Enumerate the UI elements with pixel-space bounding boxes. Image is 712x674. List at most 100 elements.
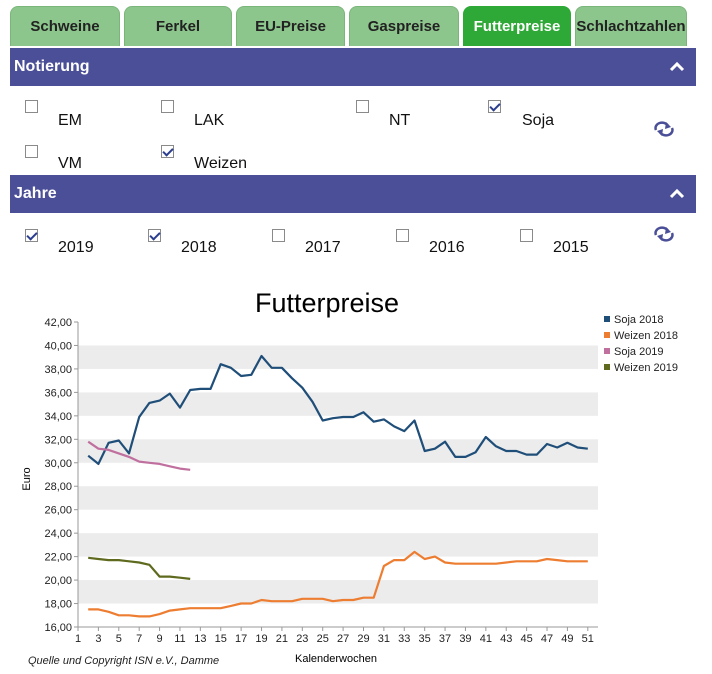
x-tick-label: 33 (398, 633, 410, 645)
tab-ferkel[interactable]: Ferkel (124, 6, 232, 46)
checkbox-2017[interactable] (272, 229, 285, 242)
series-line-weizen-2019 (88, 556, 191, 580)
x-tick-label: 7 (136, 633, 142, 645)
checkbox-2016[interactable] (396, 229, 409, 242)
checkbox-weizen[interactable] (161, 145, 174, 158)
x-axis-ticks: 1 3 5 7 9 11 13 15 17 19 21 23 25 27 29 31 33 35 37 39 41 43 4… (75, 627, 594, 645)
tab-label: Schweine (30, 18, 100, 35)
x-tick-label: 51 (582, 633, 594, 645)
chevron-up-icon[interactable] (668, 58, 686, 76)
grid-band (78, 439, 598, 463)
x-tick-label: 41 (480, 633, 492, 645)
checkbox-2019[interactable] (25, 229, 38, 242)
option-label-vm: VM (58, 155, 82, 172)
y-tick-label: 22,00 (44, 552, 72, 564)
checkbox-2015[interactable] (520, 229, 533, 242)
y-tick-label: 18,00 (44, 599, 72, 611)
grid-band (78, 392, 598, 416)
x-tick-label: 9 (157, 633, 163, 645)
x-tick-label: 45 (521, 633, 533, 645)
y-tick-label: 16,00 (44, 622, 72, 634)
y-axis-ticks: 16,00 18,00 20,00 22,00 24,00 26,00 28,00 30,00… (44, 317, 78, 634)
futterpreise-chart: 16,00 18,00 20,00 22,00 24,00 26,00 28,00 30,00… (21, 288, 678, 665)
y-tick-label: 36,00 (44, 387, 72, 399)
legend-swatch (604, 348, 610, 354)
legend-label: Soja 2019 (614, 346, 664, 358)
y-tick-label: 40,00 (44, 340, 72, 352)
tab-bar: Schweine Ferkel EU-Preise Gaspreise Futt… (0, 0, 712, 46)
option-label-2019: 2019 (58, 239, 94, 256)
option-label-2016: 2016 (429, 239, 465, 256)
x-tick-label: 13 (194, 633, 206, 645)
tab-futterpreise[interactable]: Futterpreise (463, 6, 571, 46)
option-label-2017: 2017 (305, 239, 341, 256)
copyright-note: Quelle und Copyright ISN e.V., Damme (28, 655, 220, 667)
checkbox-vm[interactable] (25, 145, 38, 158)
x-tick-label: 27 (337, 633, 349, 645)
chevron-up-icon[interactable] (668, 185, 686, 203)
legend-label: Soja 2018 (614, 314, 664, 326)
x-tick-label: 43 (500, 633, 512, 645)
x-tick-label: 15 (215, 633, 227, 645)
x-axis-label: Kalenderwochen (295, 653, 377, 665)
checkbox-em[interactable] (25, 100, 38, 113)
x-tick-label: 25 (317, 633, 329, 645)
series-lines (87, 354, 588, 618)
x-tick-label: 1 (75, 633, 81, 645)
grid-bands (78, 345, 598, 604)
y-tick-label: 42,00 (44, 317, 72, 329)
notierung-header[interactable]: Notierung (10, 48, 696, 86)
tab-label: Ferkel (155, 18, 201, 35)
y-tick-label: 34,00 (44, 411, 72, 423)
tab-label: Futterpreise (473, 18, 561, 35)
option-label-nt: NT (389, 112, 411, 129)
grid-band (78, 580, 598, 604)
series-line-soja-2019 (87, 440, 191, 471)
x-tick-label: 39 (459, 633, 471, 645)
option-label-em: EM (58, 112, 82, 129)
option-label-2015: 2015 (553, 239, 589, 256)
tab-eu-preise[interactable]: EU-Preise (236, 6, 345, 46)
legend-label: Weizen 2019 (614, 362, 678, 374)
y-tick-label: 30,00 (44, 458, 72, 470)
tab-gaspreise[interactable]: Gaspreise (349, 6, 459, 46)
y-tick-label: 38,00 (44, 364, 72, 376)
checkbox-soja[interactable] (488, 100, 501, 113)
refresh-icon[interactable] (654, 121, 674, 137)
grid-band (78, 533, 598, 557)
jahre-header[interactable]: Jahre (10, 175, 696, 213)
checkbox-lak[interactable] (161, 100, 174, 113)
notierung-title: Notierung (14, 58, 90, 75)
y-tick-label: 32,00 (44, 434, 72, 446)
legend-label: Weizen 2018 (614, 330, 678, 342)
option-label-soja: Soja (522, 112, 555, 129)
tab-label: Gaspreise (367, 18, 441, 35)
y-axis-label: Euro (21, 467, 33, 490)
x-tick-label: 5 (116, 633, 122, 645)
checkbox-nt[interactable] (356, 100, 369, 113)
series-line-weizen-2018 (88, 550, 588, 618)
tab-label: Schlachtzahlen (576, 18, 686, 35)
option-label-2018: 2018 (181, 239, 217, 256)
x-tick-label: 35 (419, 633, 431, 645)
grid-band (78, 486, 598, 510)
series-line-soja-2018 (87, 354, 588, 465)
legend-swatch (604, 332, 610, 338)
x-tick-label: 29 (357, 633, 369, 645)
legend-swatch (604, 364, 610, 370)
chart-title: Futterpreise (255, 288, 399, 318)
x-tick-label: 47 (541, 633, 553, 645)
jahre-title: Jahre (14, 185, 57, 202)
checkbox-2018[interactable] (148, 229, 161, 242)
refresh-icon[interactable] (654, 226, 674, 242)
x-tick-label: 17 (235, 633, 247, 645)
x-tick-label: 11 (174, 633, 185, 645)
tab-label: EU-Preise (255, 18, 326, 35)
grid-band (78, 345, 598, 369)
x-tick-label: 21 (276, 633, 288, 645)
chart-axes (77, 322, 598, 628)
tab-schweine[interactable]: Schweine (10, 6, 120, 46)
y-tick-label: 20,00 (44, 575, 72, 587)
tab-schlachtzahlen[interactable]: Schlachtzahlen (575, 6, 687, 46)
legend-swatch (604, 316, 610, 322)
